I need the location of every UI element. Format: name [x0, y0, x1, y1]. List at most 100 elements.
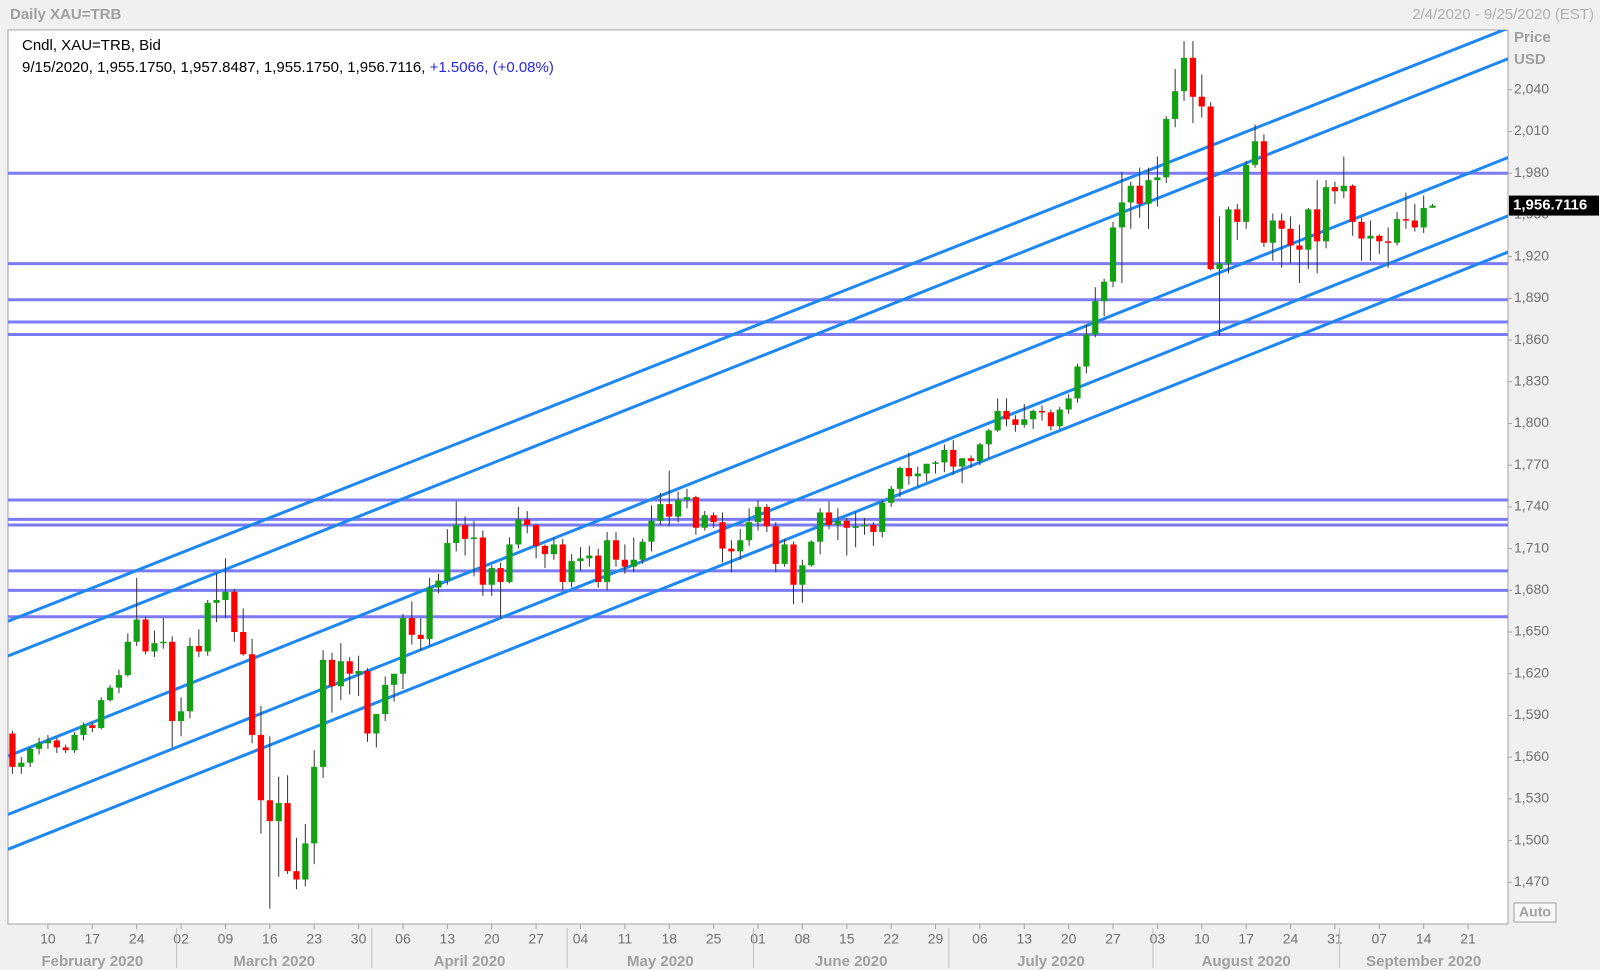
candle-body — [328, 659, 336, 687]
candle-body — [985, 430, 992, 445]
candle-body — [435, 580, 442, 588]
candle-body — [1420, 207, 1427, 228]
candle-body — [568, 561, 575, 582]
y-axis-title: Price — [1514, 29, 1551, 46]
candle-body — [1234, 209, 1241, 222]
candle-body — [1163, 118, 1170, 178]
candle-body — [1243, 164, 1250, 222]
candle-body — [346, 661, 353, 674]
candle-body — [488, 568, 495, 585]
candle-body — [1251, 141, 1259, 165]
candle-body — [515, 519, 522, 545]
candle-body — [967, 458, 975, 462]
candle-body — [506, 544, 513, 582]
candle-body — [683, 497, 691, 500]
candle-body — [1127, 185, 1134, 203]
legend-change: +1.5066, — [430, 59, 489, 76]
candle-body — [133, 619, 140, 642]
y-tick-label: 2,040 — [1514, 80, 1549, 96]
month-label: May 2020 — [627, 953, 694, 970]
candle-body — [275, 803, 282, 822]
candle-body — [1021, 419, 1028, 425]
candle-body — [1225, 209, 1232, 264]
candle-body — [417, 634, 424, 639]
x-tick-label: 10 — [1194, 931, 1210, 947]
candle-body — [533, 524, 540, 546]
y-tick-label: 1,710 — [1514, 539, 1549, 555]
x-tick-label: 02 — [173, 931, 189, 947]
candle-body — [1207, 106, 1214, 270]
candle-body — [870, 524, 877, 532]
candle-body — [888, 488, 895, 503]
candle-body — [115, 675, 123, 688]
candle-body — [843, 520, 850, 528]
candle-body — [595, 555, 602, 582]
candle-body — [1393, 219, 1401, 243]
month-label: July 2020 — [1017, 953, 1085, 970]
candle-body — [976, 444, 983, 462]
candle-body — [497, 568, 504, 582]
candle-body — [479, 537, 486, 585]
candle-body — [896, 467, 904, 489]
candle-body — [426, 587, 433, 639]
candle-body — [834, 520, 841, 525]
candle-body — [27, 748, 34, 763]
candle-body — [373, 714, 380, 734]
month-label: August 2020 — [1202, 953, 1291, 970]
month-label: April 2020 — [434, 953, 506, 970]
candle-body — [1047, 412, 1055, 427]
auto-button-frame[interactable] — [1513, 902, 1557, 923]
y-tick-label: 1,770 — [1514, 456, 1549, 472]
auto-button[interactable]: Auto — [1513, 902, 1557, 923]
candle-body — [444, 543, 451, 581]
candle-body — [630, 559, 637, 567]
candle-body — [186, 645, 194, 712]
x-tick-label: 27 — [528, 931, 544, 947]
auto-button-label[interactable]: Auto — [1519, 904, 1551, 920]
candle-body — [825, 512, 833, 525]
candle-body — [852, 526, 859, 528]
candle-body — [577, 558, 584, 562]
y-tick-label: 1,530 — [1514, 790, 1549, 806]
candle-body — [941, 449, 948, 463]
x-tick-label: 25 — [706, 931, 722, 947]
candle-body — [266, 800, 273, 822]
candle-body — [1180, 57, 1188, 92]
candle-body — [1260, 141, 1268, 243]
candle-body — [1305, 209, 1312, 250]
chart-title: Daily XAU=TRB — [10, 6, 121, 23]
candle-body — [142, 619, 149, 652]
candle-body — [44, 740, 52, 744]
candle-body — [18, 762, 25, 767]
candle-body — [879, 502, 886, 532]
y-tick-label: 1,980 — [1514, 164, 1549, 180]
candle-body — [1118, 202, 1126, 228]
candle-body — [1154, 177, 1161, 181]
candle-body — [621, 559, 628, 567]
candle-body — [790, 544, 797, 585]
y-tick-label: 2,010 — [1514, 122, 1549, 138]
candle-body — [1056, 409, 1063, 427]
x-tick-label: 30 — [351, 931, 367, 947]
y-tick-label: 1,890 — [1514, 289, 1549, 305]
x-tick-label: 10 — [40, 931, 56, 947]
x-tick-label: 06 — [395, 931, 411, 947]
y-axis-unit: USD — [1514, 51, 1546, 68]
x-tick-label: 14 — [1416, 931, 1432, 947]
candle-body — [1216, 263, 1223, 270]
x-tick-label: 08 — [795, 931, 811, 947]
candle-body — [1172, 91, 1179, 119]
x-tick-label: 24 — [1283, 931, 1299, 947]
x-tick-label: 09 — [218, 931, 234, 947]
candle-body — [728, 548, 735, 552]
candle-body — [204, 602, 211, 652]
candle-body — [1003, 410, 1010, 420]
candle-body — [470, 537, 478, 539]
y-tick-label: 1,830 — [1514, 372, 1549, 388]
month-label: September 2020 — [1366, 953, 1481, 970]
candle-body — [799, 565, 806, 585]
x-tick-label: 24 — [129, 931, 145, 947]
candle-body — [364, 670, 371, 734]
candle-body — [257, 734, 265, 801]
